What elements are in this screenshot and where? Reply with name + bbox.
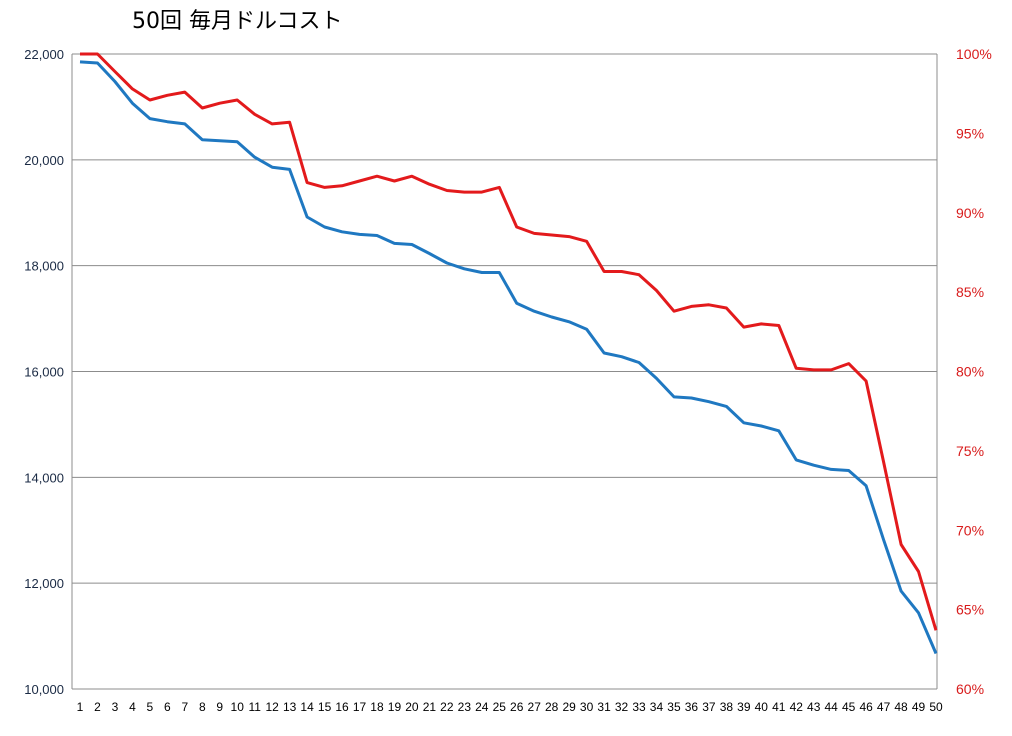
left-tick-label: 12,000 — [24, 576, 64, 591]
x-tick-label: 21 — [423, 700, 437, 714]
x-tick-label: 40 — [755, 700, 769, 714]
x-tick-label: 39 — [737, 700, 751, 714]
x-tick-label: 8 — [199, 700, 206, 714]
gridlines — [72, 53, 937, 690]
right-tick-label: 60% — [956, 681, 984, 697]
x-tick-label: 33 — [632, 700, 646, 714]
x-tick-label: 37 — [702, 700, 716, 714]
right-tick-label: 95% — [956, 125, 984, 141]
x-tick-label: 19 — [388, 700, 402, 714]
right-tick-label: 85% — [956, 284, 984, 300]
x-tick-label: 10 — [231, 700, 245, 714]
x-tick-label: 29 — [562, 700, 576, 714]
x-tick-label: 48 — [894, 700, 908, 714]
right-tick-label: 80% — [956, 364, 984, 380]
left-tick-label: 16,000 — [24, 365, 64, 380]
x-tick-label: 18 — [370, 700, 384, 714]
chart-title: 50回 毎月ドルコスト — [132, 9, 343, 34]
left-tick-label: 14,000 — [24, 470, 64, 485]
x-tick-label: 35 — [667, 700, 681, 714]
x-tick-label: 20 — [405, 700, 419, 714]
x-tick-label: 49 — [912, 700, 926, 714]
x-tick-label: 34 — [650, 700, 664, 714]
right-tick-label: 75% — [956, 443, 984, 459]
x-tick-label: 25 — [493, 700, 507, 714]
x-tick-label: 15 — [318, 700, 332, 714]
x-tick-label: 47 — [877, 700, 891, 714]
x-tick-label: 6 — [164, 700, 171, 714]
series-lines — [79, 52, 938, 655]
left-axis-ticks: 10,000 12,000 14,000 16,000 18,000 20,000 22,0… — [24, 47, 64, 697]
x-tick-label: 32 — [615, 700, 629, 714]
x-tick-label: 2 — [94, 700, 101, 714]
x-tick-label: 7 — [181, 700, 188, 714]
series-line-left — [79, 60, 938, 655]
x-tick-label: 45 — [842, 700, 856, 714]
x-tick-label: 1 — [77, 700, 84, 714]
x-tick-label: 44 — [825, 700, 839, 714]
x-tick-label: 26 — [510, 700, 524, 714]
x-tick-label: 43 — [807, 700, 821, 714]
x-tick-label: 17 — [353, 700, 367, 714]
left-tick-label: 10,000 — [24, 682, 64, 697]
axes — [71, 54, 938, 689]
right-tick-label: 100% — [956, 46, 992, 62]
x-tick-label: 13 — [283, 700, 297, 714]
x-tick-label: 50 — [929, 700, 943, 714]
right-axis-ticks: 60% 65% 70% 75% 80% 85% 90% 95% 100% — [956, 46, 992, 697]
x-tick-label: 42 — [790, 700, 804, 714]
left-tick-label: 20,000 — [24, 153, 64, 168]
x-tick-label: 22 — [440, 700, 454, 714]
x-tick-label: 28 — [545, 700, 559, 714]
x-tick-label: 3 — [112, 700, 119, 714]
x-tick-label: 11 — [248, 700, 261, 714]
x-tick-label: 12 — [265, 700, 279, 714]
x-tick-label: 9 — [216, 700, 223, 714]
x-tick-label: 41 — [772, 700, 786, 714]
x-tick-label: 27 — [528, 700, 542, 714]
x-tick-label: 5 — [147, 700, 154, 714]
x-tick-label: 14 — [300, 700, 314, 714]
right-tick-label: 90% — [956, 205, 984, 221]
right-tick-label: 70% — [956, 522, 984, 538]
x-axis-ticks: 1 2 3 4 5 6 7 8 9 10 11 12 13 14 15 16 17 18 19 20 21 22 23 24 2… — [77, 700, 943, 714]
left-tick-label: 22,000 — [24, 47, 64, 62]
left-tick-label: 18,000 — [24, 259, 64, 274]
x-tick-label: 4 — [129, 700, 136, 714]
x-tick-label: 31 — [597, 700, 611, 714]
x-tick-label: 36 — [685, 700, 699, 714]
x-tick-label: 46 — [859, 700, 873, 714]
x-tick-label: 23 — [458, 700, 472, 714]
x-tick-label: 16 — [335, 700, 349, 714]
x-tick-label: 24 — [475, 700, 489, 714]
x-tick-label: 38 — [720, 700, 734, 714]
series-line-right — [80, 52, 938, 631]
x-tick-label: 30 — [580, 700, 594, 714]
right-tick-label: 65% — [956, 602, 984, 618]
